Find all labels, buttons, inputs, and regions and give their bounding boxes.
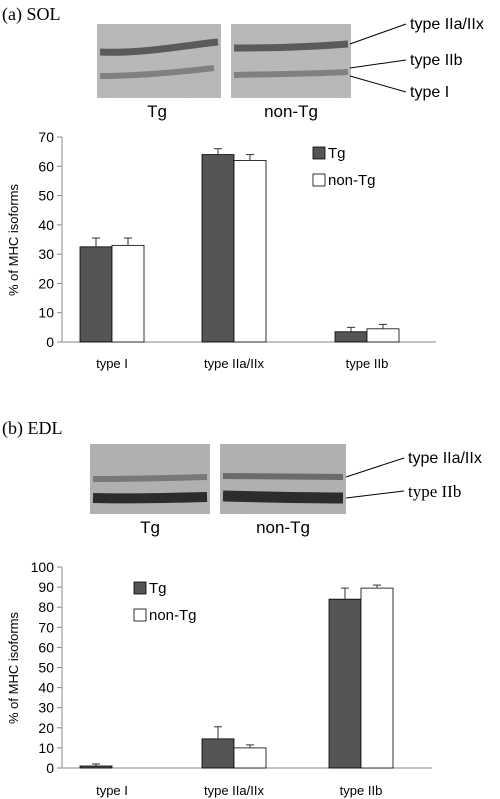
- chart-b-ytick-label: 60: [38, 639, 54, 655]
- gel-b-pointer-iia: [345, 457, 405, 478]
- chart-a-ytick-label: 70: [38, 129, 54, 145]
- gel-a-band-label-i: type I: [410, 84, 449, 101]
- chart-a-legend-swatch: [312, 173, 326, 187]
- gel-b-band-iib-tg: [92, 492, 208, 504]
- chart-b-ytick-label: 100: [31, 559, 55, 575]
- gel-b-band-label-iib: type IIb: [408, 482, 461, 501]
- chart-a-bar-tg: [334, 331, 368, 343]
- panel-a-gel: type IIa/IIx type IIb type I Tg non-Tg: [97, 16, 484, 121]
- chart-b: 0 10 20 30 40 50 60 70 80 90 100 % of MHC isoforms t…: [6, 559, 432, 798]
- gel-b-pointer-iib: [345, 490, 405, 499]
- gel-b-band-iia-tg: [92, 474, 208, 482]
- chart-a-legend-label: non-Tg: [328, 172, 376, 189]
- chart-b-bar-tg: [79, 765, 113, 769]
- chart-b-ytick-label: 10: [38, 740, 54, 756]
- chart-a-category-label: type IIb: [346, 356, 389, 371]
- chart-b-ytick-label: 20: [38, 720, 54, 736]
- panel-b-gel: type IIa/IIx type IIb Tg non-Tg: [90, 444, 482, 537]
- gel-a-band-iia-tg: [99, 38, 219, 56]
- chart-a-legend-label: Tg: [328, 145, 346, 162]
- chart-b-category-label: type IIb: [340, 783, 383, 798]
- chart-b-ytick-label: 30: [38, 700, 54, 716]
- gel-a-lane-label-nontg: non-Tg: [264, 102, 318, 121]
- chart-b-ytick-label: 70: [38, 619, 54, 635]
- gel-b-lane-label-tg: Tg: [140, 518, 160, 537]
- chart-a-ytick-label: 50: [38, 188, 54, 204]
- panel-b-label: (b) EDL: [2, 418, 62, 439]
- chart-a-ytick-label: 20: [38, 275, 54, 291]
- chart-b-legend-swatch: [133, 581, 147, 595]
- chart-b-legend-label: Tg: [149, 580, 167, 597]
- gel-b-lane-label-nontg: non-Tg: [256, 518, 310, 537]
- chart-b-ytick-label: 80: [38, 599, 54, 615]
- chart-a-bar-tg: [201, 154, 235, 343]
- chart-a-bar-nontg: [111, 244, 145, 343]
- gel-a-lane-tg: [97, 24, 221, 98]
- gel-a-band-iia-nontg: [233, 40, 349, 52]
- chart-a-ytick-label: 0: [46, 334, 54, 350]
- chart-a-category-label: type I: [96, 356, 128, 371]
- chart-b-bar-nontg: [360, 587, 394, 769]
- gel-a-band-i-tg: [99, 65, 215, 79]
- chart-b-legend-swatch: [133, 608, 147, 622]
- gel-a-band-i-nontg: [233, 69, 349, 78]
- chart-a-ytick-label: 10: [38, 305, 54, 321]
- chart-b-ytick-label: 40: [38, 680, 54, 696]
- chart-a-bar-tg: [79, 246, 113, 343]
- chart-b-ytick-label: 50: [38, 660, 54, 676]
- chart-a-ytick-label: 30: [38, 246, 54, 262]
- chart-a-bar-nontg: [366, 328, 400, 343]
- gel-b-band-iia-nontg: [222, 473, 344, 480]
- gel-b-band-label-iia: type IIa/IIx: [408, 450, 482, 467]
- chart-a: 0 10 20 30 40 50 60 70 % of MHC isoforms type I ty…: [6, 129, 436, 371]
- chart-a-legend-swatch: [312, 146, 326, 160]
- chart-a-ytick-label: 60: [38, 158, 54, 174]
- chart-b-legend-label: non-Tg: [149, 607, 197, 624]
- chart-a-ytick-label: 40: [38, 217, 54, 233]
- gel-a-pointer-i: [349, 75, 407, 93]
- chart-b-ytick-label: 0: [46, 760, 54, 776]
- chart-b-y-label: % of MHC isoforms: [6, 612, 21, 724]
- chart-b-category-label: type I: [96, 783, 128, 798]
- chart-b-category-label: type IIa/IIx: [204, 783, 264, 798]
- chart-a-bar-nontg: [233, 160, 267, 343]
- chart-b-bar-tg: [201, 738, 235, 769]
- gel-a-band-label-iia: type IIa/IIx: [410, 16, 484, 33]
- chart-a-y-label: % of MHC isoforms: [6, 184, 21, 296]
- chart-a-category-label: type IIa/IIx: [204, 356, 264, 371]
- gel-a-pointer-iia: [349, 23, 407, 45]
- panel-a-label: (a) SOL: [2, 4, 60, 25]
- chart-b-bar-tg: [328, 598, 362, 769]
- gel-a-lane-nontg: [231, 24, 351, 98]
- gel-a-band-label-iib: type IIb: [410, 52, 463, 69]
- gel-b-band-iib-nontg: [222, 490, 344, 504]
- chart-b-ytick-label: 90: [38, 579, 54, 595]
- gel-a-pointer-iib: [349, 59, 407, 69]
- chart-b-bar-nontg: [233, 747, 267, 769]
- gel-a-lane-label-tg: Tg: [147, 102, 167, 121]
